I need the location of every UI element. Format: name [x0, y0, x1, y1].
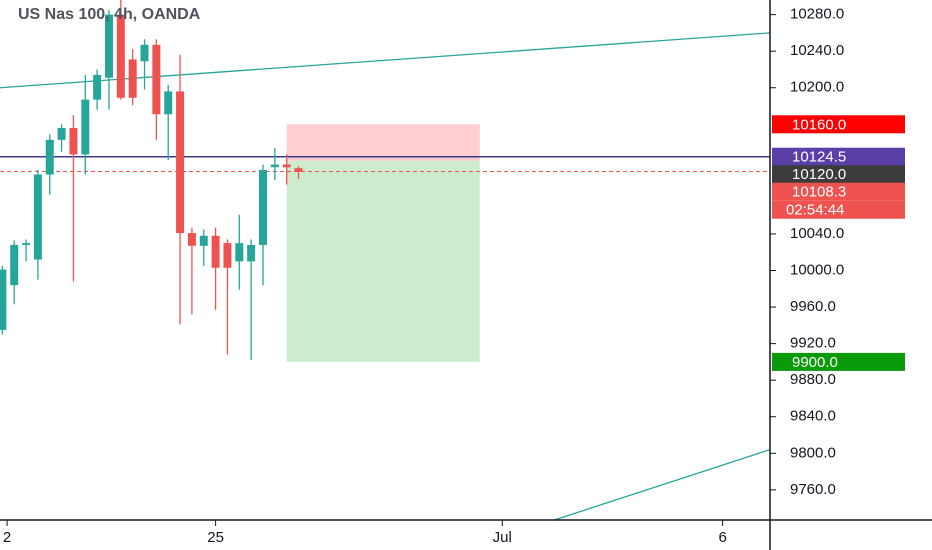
candle-body	[258, 169, 267, 245]
y-tick-label: 9760.0	[790, 481, 836, 498]
y-tick-label: 9800.0	[790, 444, 836, 461]
candle-body	[10, 244, 19, 286]
candle-body	[164, 91, 173, 115]
price-badge-label: 9900.0	[792, 354, 838, 371]
candle-body	[0, 269, 7, 330]
candle-body	[128, 59, 137, 98]
price-badge-label: 10120.0	[792, 166, 846, 183]
price-badge-label: 10124.5	[792, 149, 846, 166]
candle-body	[247, 244, 256, 262]
trend-line	[554, 449, 771, 521]
countdown-label: 02:54:44	[786, 202, 844, 219]
candle-body	[294, 168, 303, 172]
candle-body	[81, 99, 90, 155]
plot-area	[0, 0, 771, 521]
price-badge-label: 10160.0	[792, 116, 846, 133]
countdown-badge	[772, 200, 905, 219]
candle-body	[45, 139, 54, 175]
candle-body	[104, 14, 113, 78]
y-tick-label: 10000.0	[790, 261, 844, 278]
x-tick-label: 2	[3, 529, 11, 546]
candle-body	[235, 243, 244, 262]
y-tick-label: 10240.0	[790, 42, 844, 59]
y-tick-label: 10040.0	[790, 225, 844, 242]
x-tick-label: 25	[207, 529, 224, 546]
candle-body	[93, 74, 102, 100]
stop-zone	[286, 124, 480, 161]
price-badge	[772, 147, 905, 166]
candle-body	[57, 127, 66, 140]
y-tick-label: 9840.0	[790, 408, 836, 425]
candle-body	[223, 243, 232, 268]
candle-body	[187, 233, 196, 246]
price-badge	[772, 165, 905, 184]
candle-body	[140, 44, 149, 62]
y-tick-label: 10280.0	[790, 6, 844, 23]
candle-body	[116, 14, 125, 98]
y-tick-label: 9920.0	[790, 335, 836, 352]
x-tick-label: Jul	[493, 529, 512, 546]
price-badge	[772, 352, 905, 371]
candle-body	[152, 44, 161, 115]
price-badge-label: 10108.3	[792, 184, 846, 201]
candle-body	[176, 91, 185, 234]
target-zone	[286, 160, 480, 362]
candle-body	[270, 164, 279, 168]
candle-body	[22, 243, 31, 245]
chart-title: US Nas 100, 4h, OANDA	[18, 6, 201, 23]
candle-body	[282, 164, 291, 168]
x-tick-label: 6	[718, 529, 726, 546]
candle-body	[69, 127, 78, 155]
candle-body	[33, 174, 42, 260]
y-tick-label: 10200.0	[790, 79, 844, 96]
price-badge	[772, 115, 905, 134]
price-badge	[772, 182, 905, 201]
y-tick-label: 9880.0	[790, 371, 836, 388]
candle-body	[211, 235, 220, 268]
trend-line	[0, 32, 771, 89]
candle-body	[199, 235, 208, 246]
y-tick-label: 9960.0	[790, 298, 836, 315]
